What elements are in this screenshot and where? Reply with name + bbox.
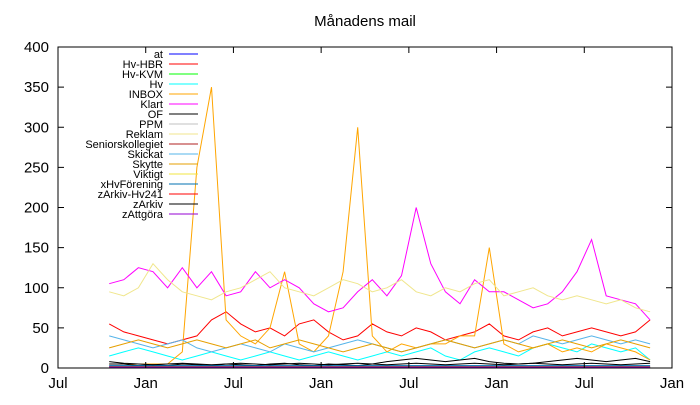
x-tick-label: Jul (399, 375, 418, 392)
legend-label: zArkiv (133, 199, 163, 211)
legend-label: zAttgöra (122, 209, 164, 221)
series-line-skytte (109, 339, 651, 353)
legend-label: OF (148, 109, 164, 121)
x-tick-label: Jul (224, 375, 243, 392)
y-tick-label: 50 (32, 320, 49, 337)
legend-label: xHvFörening (101, 179, 163, 191)
axes: 0 50 100 150 200 250 300 350 400 Jul Jan Jul Jan Jul J… (24, 39, 684, 392)
y-tick-label: 100 (24, 280, 49, 297)
y-tick-label: 0 (41, 360, 49, 377)
chart-title: Månadens mail (314, 13, 416, 30)
x-tick-label: Jan (309, 375, 333, 392)
x-tick-label: Jan (134, 375, 158, 392)
y-tick-label: 400 (24, 39, 49, 56)
legend-label: PPM (139, 119, 163, 131)
x-tick-label: Jan (660, 375, 684, 392)
y-tick-label: 350 (24, 79, 49, 96)
x-tick-label: Jan (484, 375, 508, 392)
legend-label: Skytte (132, 159, 163, 171)
y-tick-label: 200 (24, 200, 49, 217)
series-line-klart (109, 207, 651, 321)
legend-label: Reklam (126, 129, 163, 141)
x-tick-label: Jul (48, 375, 67, 392)
series-layer (108, 87, 651, 369)
series-line-hv (109, 343, 651, 361)
series-line-reklam (109, 262, 651, 313)
y-tick-label: 150 (24, 240, 49, 257)
legend-label: Seniorskollegiet (85, 139, 163, 151)
series-line-hv-hbr (108, 311, 651, 345)
legend-label: Hv-KVM (122, 69, 163, 81)
series-line-zarkiv (109, 361, 651, 366)
legend-label: Hv-HBR (123, 59, 163, 71)
legend-label: Viktigt (133, 169, 163, 181)
y-tick-label: 250 (24, 159, 49, 176)
y-tick-label: 300 (24, 119, 49, 136)
legend-label: zArkiv-Hv241 (98, 189, 163, 201)
legend-label: INBOX (129, 89, 164, 101)
legend-label: Klart (140, 99, 163, 111)
legend: atHv-HBRHv-KVMHvINBOXKlartOFPPMReklamSen… (85, 49, 198, 221)
series-line-inbox (109, 87, 651, 365)
legend-label: at (154, 49, 163, 61)
x-tick-label: Jul (575, 375, 594, 392)
legend-label: Hv (150, 79, 164, 91)
legend-label: Skickat (128, 149, 163, 161)
series-line-of (109, 357, 651, 367)
